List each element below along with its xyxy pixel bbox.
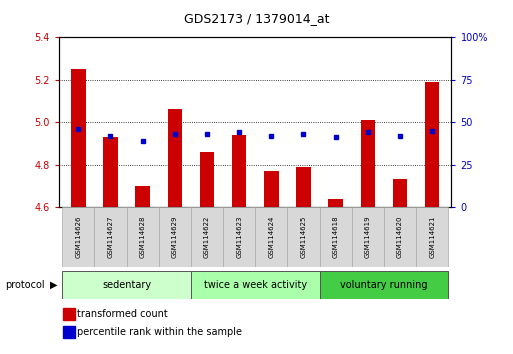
Text: GSM114621: GSM114621 [429, 216, 435, 258]
Bar [63, 308, 75, 320]
Bar [191, 207, 223, 267]
Bar [191, 271, 320, 299]
Bar [63, 326, 75, 338]
Bar [71, 69, 86, 207]
Text: GSM114627: GSM114627 [107, 216, 113, 258]
Bar [320, 271, 448, 299]
Bar [320, 207, 352, 267]
Text: GSM114625: GSM114625 [301, 216, 306, 258]
Bar [425, 82, 439, 207]
Text: GSM114629: GSM114629 [172, 216, 178, 258]
Text: protocol: protocol [5, 280, 45, 290]
Bar [328, 199, 343, 207]
Bar [103, 137, 117, 207]
Text: voluntary running: voluntary running [340, 280, 428, 290]
Bar [62, 207, 94, 267]
Text: GSM114620: GSM114620 [397, 216, 403, 258]
Bar [296, 167, 311, 207]
Bar [159, 207, 191, 267]
Text: transformed count: transformed count [77, 309, 168, 319]
Bar [352, 207, 384, 267]
Bar [232, 135, 246, 207]
Text: GSM114622: GSM114622 [204, 216, 210, 258]
Text: GSM114628: GSM114628 [140, 216, 146, 258]
Bar [223, 207, 255, 267]
Bar [361, 120, 375, 207]
Bar [94, 207, 127, 267]
Bar [200, 152, 214, 207]
Text: twice a week activity: twice a week activity [204, 280, 307, 290]
Bar [168, 109, 182, 207]
Bar [287, 207, 320, 267]
Text: GSM114626: GSM114626 [75, 216, 81, 258]
Text: GSM114618: GSM114618 [332, 216, 339, 258]
Text: GDS2173 / 1379014_at: GDS2173 / 1379014_at [184, 12, 329, 25]
Bar [135, 186, 150, 207]
Bar [384, 207, 416, 267]
Text: percentile rank within the sample: percentile rank within the sample [77, 327, 242, 337]
Bar [264, 171, 279, 207]
Bar [127, 207, 159, 267]
Text: GSM114623: GSM114623 [236, 216, 242, 258]
Bar [62, 271, 191, 299]
Text: ▶: ▶ [50, 280, 57, 290]
Bar [416, 207, 448, 267]
Bar [255, 207, 287, 267]
Text: GSM114624: GSM114624 [268, 216, 274, 258]
Bar [393, 179, 407, 207]
Text: sedentary: sedentary [102, 280, 151, 290]
Text: GSM114619: GSM114619 [365, 216, 371, 258]
